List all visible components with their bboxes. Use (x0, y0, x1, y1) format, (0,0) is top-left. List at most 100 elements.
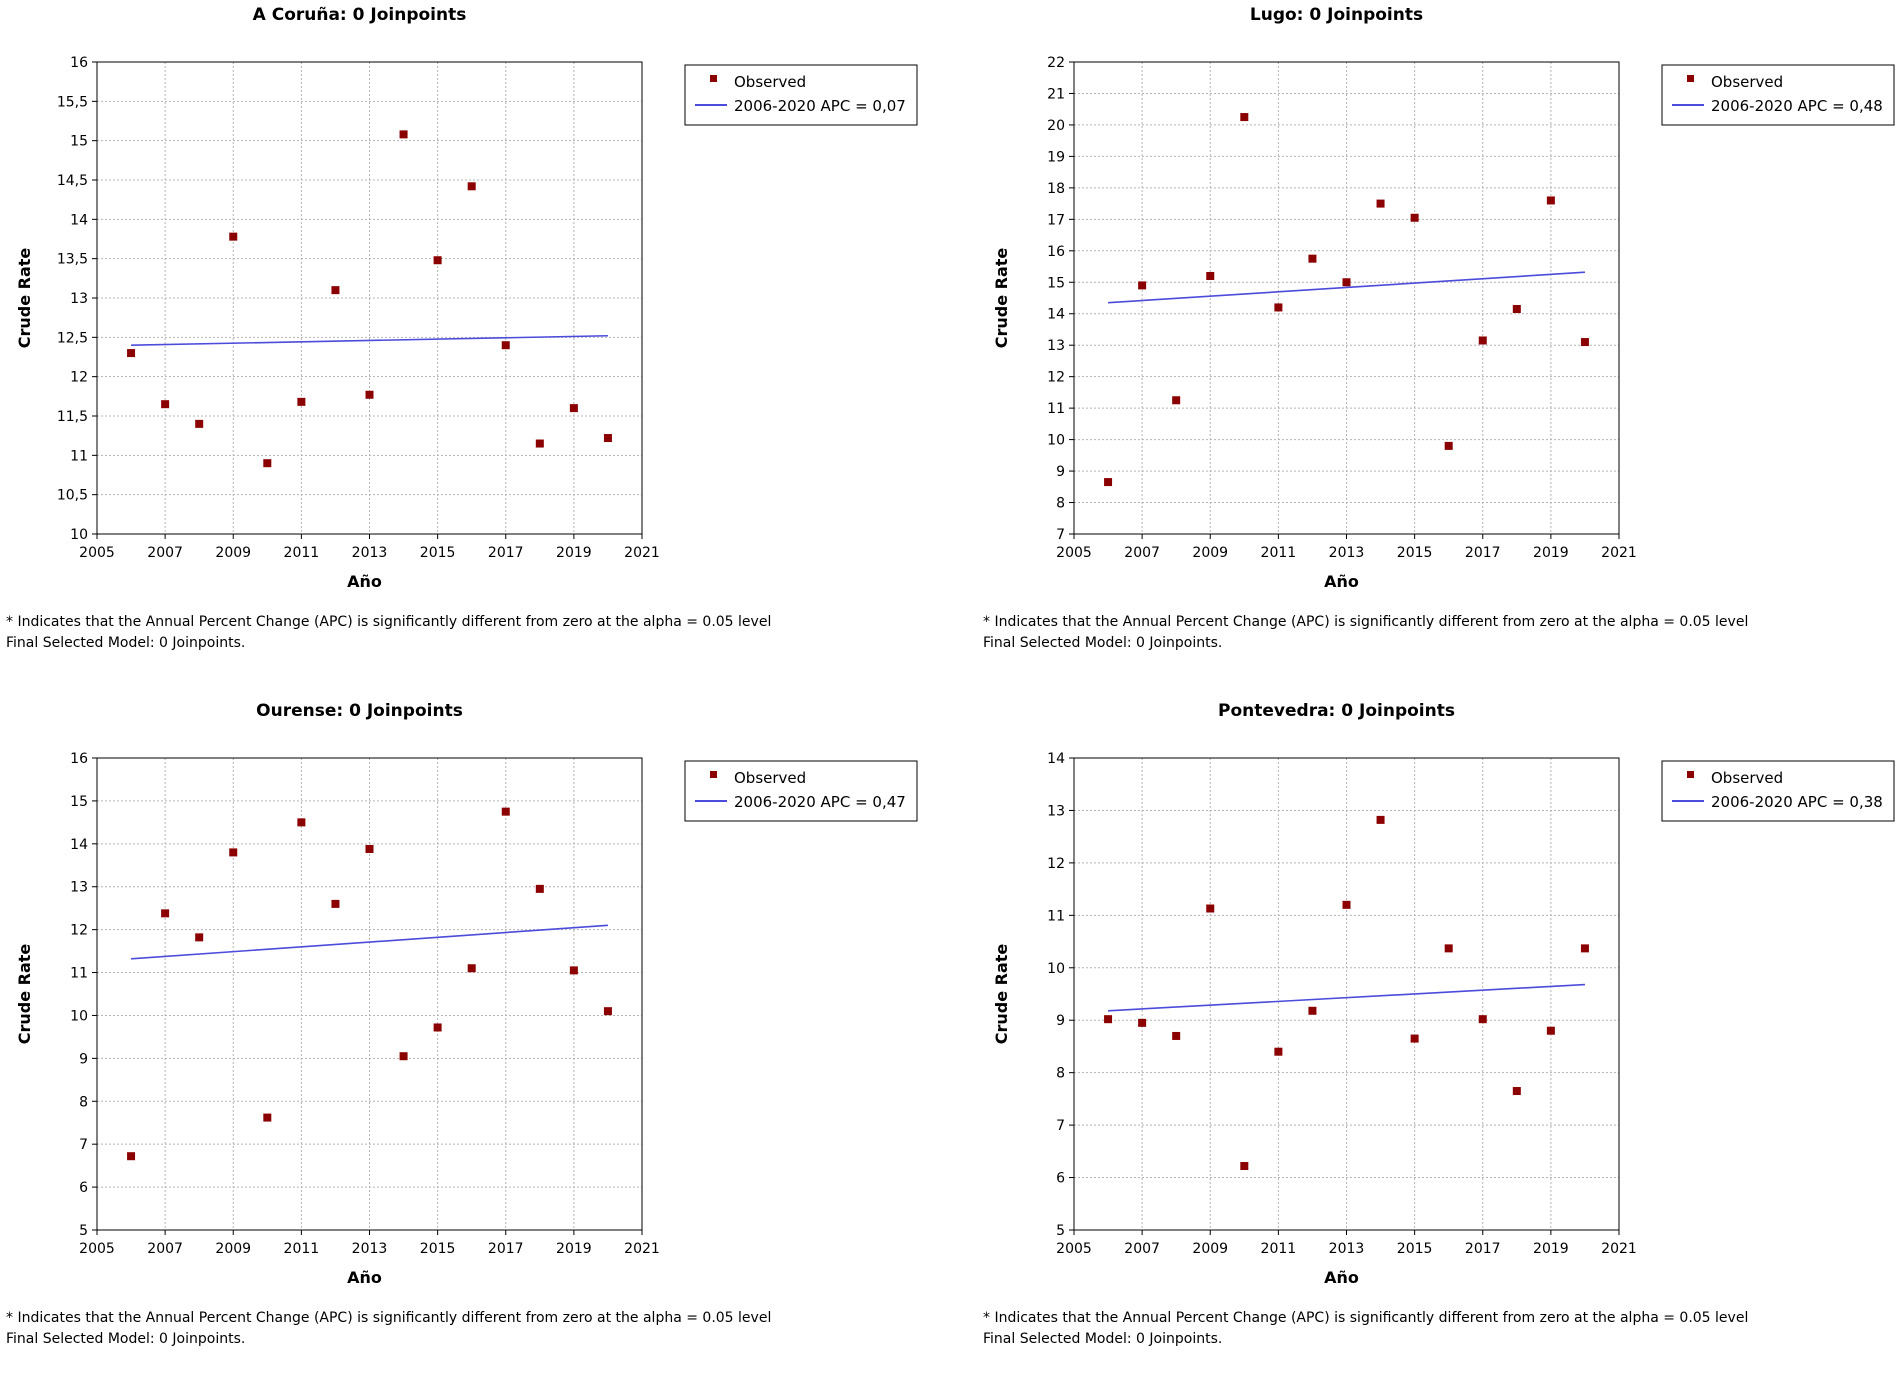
y-tick-label: 11 (1047, 908, 1065, 924)
chart-svg-ourense: Ourense: 0 Joinpoints 2005 2007 2009 2011 201… (15, 701, 918, 1287)
chart-title: Ourense: 0 Joinpoints (256, 701, 463, 721)
observed-point (1410, 213, 1419, 222)
x-tick-label: 2015 (420, 545, 456, 561)
observed-point (1206, 904, 1215, 913)
x-tick-label: 2019 (556, 545, 592, 561)
x-axis-title: Año (347, 572, 382, 591)
observed-point (195, 419, 204, 428)
x-tick-label: 2007 (1124, 1241, 1160, 1257)
y-tick-label: 12 (1047, 370, 1065, 386)
observed-point (1206, 271, 1215, 280)
observed-point (501, 807, 510, 816)
x-tick-label: 2017 (1465, 1241, 1501, 1257)
y-tick-label: 7 (79, 1137, 88, 1153)
footnote: * Indicates that the Annual Percent Chan… (983, 614, 1749, 630)
y-tick-label: 11,5 (57, 409, 88, 425)
y-tick-label: 5 (79, 1223, 88, 1239)
legend-observed-label: Observed (734, 769, 806, 787)
x-tick-label: 2011 (1261, 545, 1297, 561)
observed-point (1240, 113, 1249, 122)
observed-point (331, 286, 340, 295)
legend-trend-label: 2006-2020 APC = 0,07 (734, 97, 906, 115)
y-tick-label: 22 (1047, 55, 1065, 71)
trend-line (131, 924, 608, 960)
x-tick-label: 2019 (556, 1241, 592, 1257)
y-tick-label: 6 (1056, 1171, 1065, 1187)
observed-point (1376, 199, 1385, 208)
observed-point (1240, 1162, 1249, 1171)
observed-point (399, 1052, 408, 1061)
observed-point (297, 818, 306, 827)
observed-point (1444, 441, 1453, 450)
y-axis-title: Crude Rate (15, 944, 34, 1045)
observed-point (1274, 303, 1283, 312)
legend: Observed 2006-2020 APC = 0,47 (684, 760, 918, 822)
observed-point (1410, 1034, 1419, 1043)
x-tick-label: 2005 (1056, 545, 1092, 561)
y-tick-label: 10,5 (57, 488, 88, 504)
observed-point (569, 404, 578, 413)
observed-point (161, 400, 170, 409)
x-tick-label: 2011 (284, 1241, 320, 1257)
observed-point (127, 349, 136, 358)
legend-box (1661, 64, 1895, 126)
y-tick-label: 12 (70, 923, 88, 939)
observed-point (195, 933, 204, 942)
legend: Observed 2006-2020 APC = 0,07 (684, 64, 918, 126)
footnote: * Indicates that the Annual Percent Chan… (6, 614, 772, 630)
observed-point (1274, 1047, 1283, 1056)
observed-point (603, 1007, 612, 1016)
x-tick-label: 2021 (1601, 545, 1637, 561)
observed-point (1342, 900, 1351, 909)
x-tick-label: 2021 (624, 545, 660, 561)
legend-trend-label: 2006-2020 APC = 0,38 (1711, 793, 1883, 811)
observed-point (229, 232, 238, 241)
y-tick-label: 8 (1056, 1066, 1065, 1082)
x-tick-label: 2005 (79, 545, 115, 561)
x-tick-label: 2013 (352, 1241, 388, 1257)
x-tick-label: 2005 (79, 1241, 115, 1257)
y-tick-label: 18 (1047, 181, 1065, 197)
y-axis-title: Crude Rate (992, 944, 1011, 1045)
observed-point (1342, 278, 1351, 287)
gridlines (1073, 757, 1620, 1231)
observed-point (1138, 1018, 1147, 1027)
x-tick-label: 2011 (1261, 1241, 1297, 1257)
observed-point (229, 848, 238, 857)
observed-point (433, 256, 442, 265)
y-tick-label: 15 (70, 134, 88, 150)
legend: Observed 2006-2020 APC = 0,48 (1661, 64, 1895, 126)
y-tick-label: 12,5 (57, 330, 88, 346)
y-tick-label: 21 (1047, 86, 1065, 102)
x-tick-label: 2021 (1601, 1241, 1637, 1257)
x-tick-label: 2007 (147, 545, 183, 561)
x-tick-label: 2009 (1192, 545, 1228, 561)
observed-point (263, 1113, 272, 1122)
observed-point (1478, 1015, 1487, 1024)
x-tick-label: 2013 (352, 545, 388, 561)
observed-point (1172, 1031, 1181, 1040)
observed-point (127, 1152, 136, 1161)
observed-point (1580, 338, 1589, 347)
y-tick-label: 13,5 (57, 252, 88, 268)
trend-line (1108, 983, 1585, 1012)
observed-point (1546, 196, 1555, 205)
x-tick-label: 2021 (624, 1241, 660, 1257)
y-tick-label: 14 (70, 837, 88, 853)
final-model-note: Final Selected Model: 0 Joinpoints. (6, 635, 246, 651)
observed-point (467, 964, 476, 973)
y-tick-label: 9 (1056, 1013, 1065, 1029)
y-tick-label: 15 (1047, 275, 1065, 291)
gridlines (1073, 61, 1620, 535)
y-tick-label: 10 (70, 1008, 88, 1024)
x-tick-label: 2017 (488, 545, 524, 561)
observed-point (161, 909, 170, 918)
y-tick-label: 5 (1056, 1223, 1065, 1239)
observed-point (331, 899, 340, 908)
final-model-note: Final Selected Model: 0 Joinpoints. (6, 1331, 246, 1347)
y-tick-label: 14 (1047, 751, 1065, 767)
y-tick-label: 8 (1056, 496, 1065, 512)
y-tick-label: 9 (79, 1051, 88, 1067)
